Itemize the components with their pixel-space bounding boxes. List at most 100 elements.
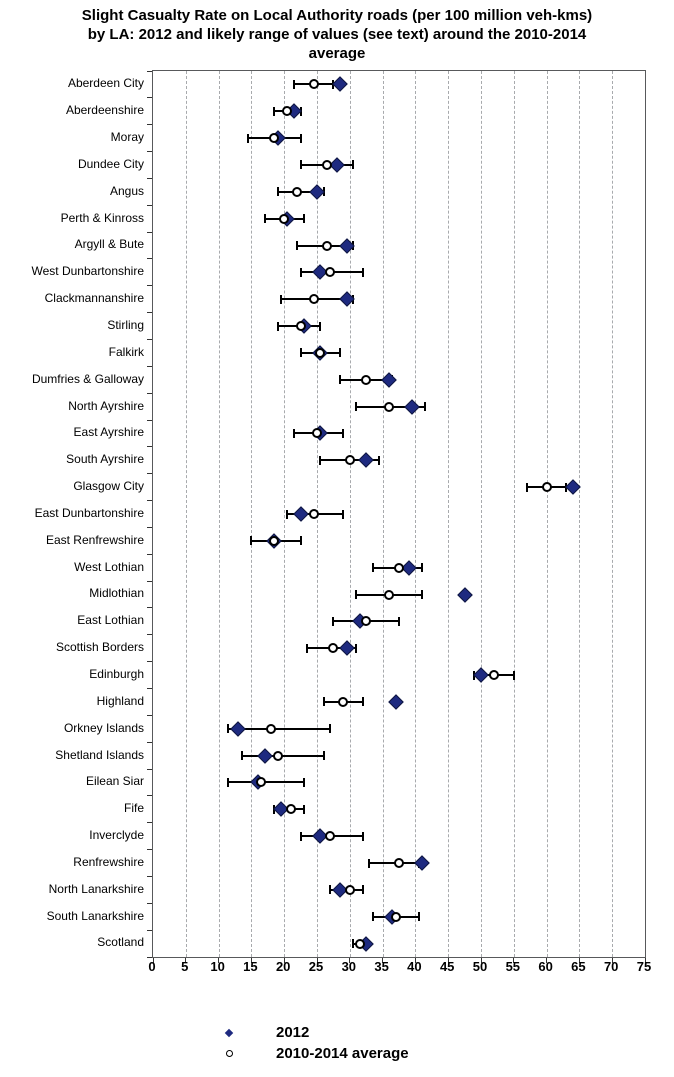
range-whisker-cap-low bbox=[273, 106, 276, 116]
range-whisker-cap-high bbox=[512, 670, 515, 680]
circle-marker-average bbox=[308, 294, 319, 305]
range-whisker-cap-low bbox=[299, 267, 302, 277]
chart-title-line: average bbox=[308, 45, 366, 62]
x-axis-labels: 0 5 10 15 20 25 30 35 40 45 50 55 60 65 70 75 bbox=[148, 959, 651, 977]
range-whisker-cap-low bbox=[352, 939, 355, 949]
circle-marker-average bbox=[344, 455, 355, 466]
range-whisker-cap-low bbox=[332, 616, 335, 626]
chart-title-line: Slight Casualty Rate on Local Authority … bbox=[81, 7, 593, 24]
x-axis-tick bbox=[414, 958, 416, 963]
circle-marker-average bbox=[354, 938, 365, 949]
circle-marker-average bbox=[541, 482, 552, 493]
circle-marker-average bbox=[269, 535, 280, 546]
y-axis-tick bbox=[147, 365, 152, 367]
y-axis-label: West Dunbartonshire bbox=[31, 264, 145, 279]
legend-marker-box bbox=[222, 1028, 236, 1037]
legend-marker-box bbox=[222, 1050, 236, 1057]
x-axis-tick-label: 35 bbox=[374, 959, 389, 974]
circle-marker-average bbox=[292, 186, 303, 197]
range-whisker-cap-low bbox=[371, 912, 374, 922]
y-axis-tick bbox=[147, 875, 152, 877]
chart-title: Slight Casualty Rate on Local Authority … bbox=[0, 6, 674, 63]
range-whisker-cap-high bbox=[322, 751, 325, 761]
x-axis-tick bbox=[349, 958, 351, 963]
circle-marker-average bbox=[325, 267, 336, 278]
y-axis-label: Edinburgh bbox=[89, 666, 144, 681]
y-axis-tick bbox=[147, 177, 152, 179]
circle-marker-average bbox=[308, 509, 319, 519]
circle-marker-average bbox=[390, 911, 401, 922]
y-axis-label: East Lothian bbox=[77, 613, 144, 628]
legend-item-2012: 2012 bbox=[222, 1022, 409, 1043]
circle-marker-average bbox=[384, 401, 395, 412]
y-axis-label: Dumfries & Galloway bbox=[31, 371, 144, 386]
circle-marker-average bbox=[321, 240, 332, 251]
circle-marker-average bbox=[321, 159, 332, 170]
diamond-marker-2012 bbox=[404, 398, 420, 415]
y-axis-tick bbox=[147, 929, 152, 931]
range-whisker-cap-high bbox=[361, 885, 364, 895]
circle-marker-average bbox=[266, 723, 277, 734]
diamond-marker-2012 bbox=[565, 479, 581, 495]
y-axis-tick bbox=[147, 768, 152, 770]
range-whisker-cap-high bbox=[420, 590, 423, 600]
y-axis-label: Renfrewshire bbox=[73, 854, 144, 869]
range-whisker-cap-high bbox=[338, 348, 341, 358]
circle-marker-average bbox=[272, 750, 283, 761]
range-whisker-cap-high bbox=[302, 804, 305, 814]
y-axis-tick bbox=[147, 204, 152, 206]
x-axis-tick bbox=[152, 958, 154, 963]
x-axis-tick bbox=[250, 958, 252, 963]
range-whisker-cap-low bbox=[286, 509, 289, 519]
diamond-marker-2012 bbox=[292, 506, 309, 522]
x-axis-tick-label: 15 bbox=[243, 959, 258, 974]
x-axis-tick-label: 50 bbox=[472, 959, 488, 974]
gridline bbox=[612, 71, 614, 957]
range-whisker-cap-low bbox=[276, 187, 279, 197]
range-whisker bbox=[228, 727, 331, 730]
x-axis-tick bbox=[185, 958, 187, 963]
range-whisker-cap-high bbox=[342, 509, 345, 519]
diamond-marker-2012 bbox=[332, 76, 348, 93]
range-whisker-cap-high bbox=[361, 697, 364, 707]
y-axis-label: Glasgow City bbox=[73, 479, 144, 494]
range-whisker-cap-low bbox=[247, 133, 250, 143]
y-axis-label: West Lothian bbox=[74, 559, 144, 574]
y-axis-label: Eilean Siar bbox=[85, 774, 144, 789]
circle-marker-average bbox=[279, 213, 290, 224]
range-whisker-cap-high bbox=[355, 643, 358, 653]
range-whisker-cap-high bbox=[361, 267, 364, 277]
y-axis-tick bbox=[147, 607, 152, 609]
filled-diamond-icon bbox=[224, 1028, 234, 1037]
circle-marker-average bbox=[394, 562, 404, 573]
range-whisker-cap-high bbox=[352, 160, 355, 170]
gridline bbox=[448, 71, 450, 957]
y-axis-tick bbox=[147, 392, 152, 394]
range-whisker-cap-high bbox=[299, 536, 302, 546]
range-whisker-cap-low bbox=[279, 294, 282, 304]
range-whisker-cap-low bbox=[322, 697, 325, 707]
range-whisker-cap-high bbox=[302, 777, 305, 787]
range-whisker-cap-low bbox=[338, 375, 341, 385]
y-axis-tick bbox=[147, 97, 152, 99]
x-axis-tick-label: 25 bbox=[308, 959, 324, 974]
circle-marker-average bbox=[315, 347, 326, 358]
range-whisker-cap-high bbox=[398, 616, 400, 626]
y-axis-tick bbox=[147, 741, 152, 743]
x-axis-tick-label: 40 bbox=[407, 959, 422, 974]
y-axis-label: Dundee City bbox=[77, 156, 144, 171]
range-whisker-cap-high bbox=[302, 214, 305, 224]
x-axis-tick bbox=[447, 958, 449, 963]
open-circle-icon bbox=[225, 1050, 233, 1057]
y-axis-label: North Ayrshire bbox=[68, 398, 144, 413]
range-whisker-cap-low bbox=[319, 455, 322, 465]
range-whisker-cap-low bbox=[276, 321, 279, 331]
x-axis-tick bbox=[218, 958, 220, 963]
y-axis-tick bbox=[147, 553, 152, 555]
y-axis-label: Moray bbox=[110, 130, 144, 145]
circle-marker-average bbox=[394, 858, 404, 869]
y-axis-label: Argyll & Bute bbox=[74, 237, 144, 252]
y-axis-label: Perth & Kinross bbox=[60, 210, 144, 225]
diamond-marker-2012 bbox=[338, 640, 355, 657]
range-whisker-cap-low bbox=[371, 563, 374, 573]
